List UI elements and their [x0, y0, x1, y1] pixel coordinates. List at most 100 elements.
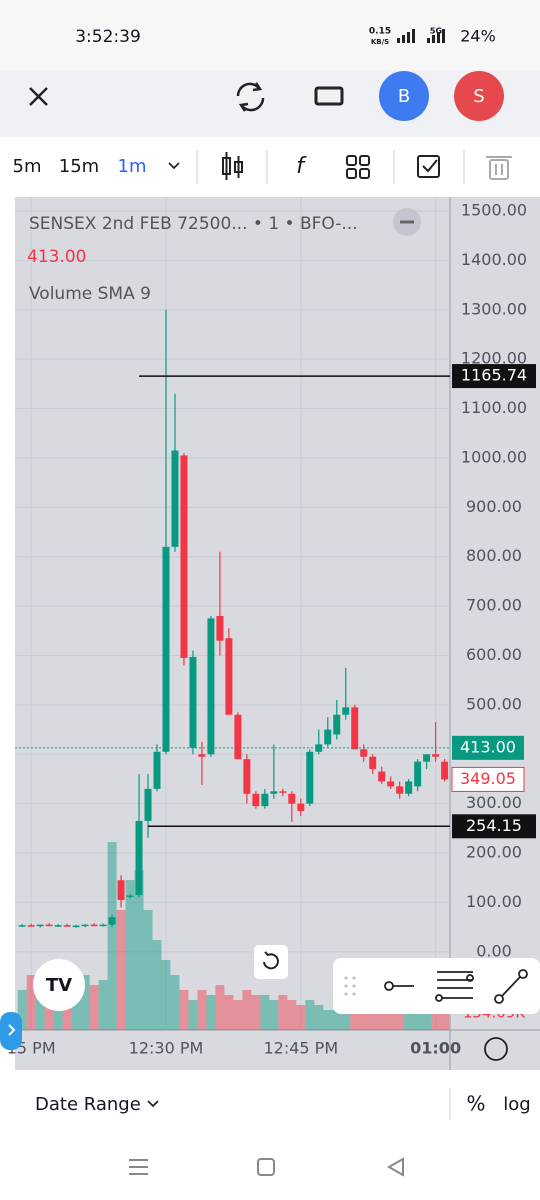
- volume-bar: [89, 985, 99, 1030]
- bid-price-tag: [451, 766, 525, 792]
- price-line-label: 1165.74: [461, 366, 527, 385]
- date-range-dropdown[interactable]: [147, 1100, 159, 1108]
- candle-body: [423, 754, 431, 762]
- interval-5m[interactable]: 5m: [13, 156, 42, 177]
- volume-bar: [395, 1010, 405, 1030]
- candle-body: [414, 761, 422, 787]
- candles: [18, 309, 449, 928]
- x-tick-label: 12:30 PM: [129, 1039, 204, 1058]
- candle-body: [45, 924, 53, 927]
- net-speed-unit: KB/S: [371, 38, 389, 46]
- volume-bar: [251, 995, 261, 1030]
- candle-body: [99, 924, 107, 927]
- y-tick-label: 200.00: [466, 843, 522, 862]
- candle-type-button[interactable]: [222, 152, 243, 180]
- window-button[interactable]: [314, 86, 344, 106]
- volume-bar: [17, 990, 27, 1030]
- candle-body: [108, 917, 116, 925]
- volume-bar: [422, 1012, 432, 1030]
- price-line-tag: [452, 364, 536, 389]
- volume-bar: [341, 1005, 351, 1030]
- fib-tool[interactable]: [435, 971, 474, 1002]
- volume-bar: [278, 995, 288, 1030]
- refresh-button[interactable]: [236, 82, 265, 112]
- checkbox-button[interactable]: [417, 155, 440, 178]
- avatar-b[interactable]: [379, 71, 429, 121]
- volume-bar: [413, 1010, 423, 1030]
- y-tick-label: 500.00: [466, 694, 522, 713]
- candle-body: [306, 751, 314, 804]
- volume-bar: [368, 1010, 378, 1030]
- signal-icon: [397, 29, 415, 43]
- date-range[interactable]: Date Range: [35, 1094, 141, 1115]
- delete-button[interactable]: [486, 156, 512, 180]
- volume-bar: [143, 910, 153, 1030]
- interval-dropdown[interactable]: [168, 162, 180, 170]
- reset-icon: [263, 951, 279, 970]
- avatar-s[interactable]: [454, 71, 504, 121]
- candle-body: [27, 925, 35, 927]
- candle-body: [369, 756, 377, 770]
- candle-body: [18, 925, 26, 927]
- settings-button[interactable]: [484, 1037, 508, 1061]
- volume-bar: [107, 842, 117, 1030]
- volume-bar: [350, 1010, 360, 1030]
- candle-body: [324, 729, 332, 745]
- reset-button[interactable]: [254, 945, 288, 979]
- current-price-label: 413.00: [460, 737, 516, 756]
- candle-body: [153, 751, 161, 789]
- candle-body: [189, 656, 197, 748]
- chart-area: [15, 197, 540, 1070]
- volume-bar: [152, 940, 162, 1030]
- candle-body: [63, 925, 71, 927]
- volume-bar: [125, 880, 135, 1030]
- interval-1m[interactable]: 1m: [118, 156, 147, 177]
- candle-body: [333, 714, 341, 735]
- volume-bar: [197, 990, 207, 1030]
- horizontal-ray-tool[interactable]: [384, 981, 414, 991]
- candle-body: [279, 791, 287, 793]
- volume-bar: [170, 975, 180, 1030]
- volume-bar: [305, 1000, 315, 1030]
- volume-bar: [71, 980, 81, 1030]
- signal-icon-2: [427, 29, 445, 43]
- legend-price: 413.00: [27, 247, 86, 267]
- side-tab[interactable]: [0, 1012, 22, 1050]
- volume-bar: [287, 1000, 297, 1030]
- trend-line-tool[interactable]: [494, 969, 528, 1004]
- clock: 3:52:39: [75, 27, 141, 47]
- candle-body: [162, 546, 170, 752]
- close-button[interactable]: [29, 87, 48, 106]
- volume-bar: [233, 1000, 243, 1030]
- volume-legend: Volume SMA 9: [29, 284, 151, 304]
- volume-bar: [224, 995, 234, 1030]
- toolbar-separators: [196, 150, 465, 184]
- interval-15m[interactable]: 15m: [59, 156, 99, 177]
- volume-bar: [359, 1008, 369, 1030]
- candle-body: [315, 744, 323, 752]
- battery: 24%: [460, 27, 496, 46]
- candle-body: [36, 924, 44, 927]
- log-toggle[interactable]: log: [503, 1094, 530, 1115]
- percent-toggle[interactable]: %: [466, 1092, 485, 1116]
- candle-body: [270, 791, 278, 794]
- price-line-label: 254.15: [466, 816, 522, 835]
- volume-bar: [179, 990, 189, 1030]
- net-speed: 0.15: [369, 27, 391, 37]
- volume-bar: [386, 1012, 396, 1030]
- volume-bar: [296, 1005, 306, 1030]
- volume-bar: [269, 1000, 279, 1030]
- volume-bar: [26, 975, 36, 1030]
- tradingview-logo[interactable]: [33, 959, 85, 1011]
- volume-bar: [134, 870, 144, 1030]
- y-tick-label: 0.00: [476, 941, 512, 960]
- avatar-s-label: S: [473, 86, 484, 107]
- layout-button[interactable]: [346, 155, 370, 179]
- candle-body: [207, 618, 215, 755]
- avatar-b-label: B: [398, 86, 410, 107]
- candle-body: [378, 771, 386, 782]
- candle-body: [90, 924, 98, 927]
- indicators-button[interactable]: f: [296, 154, 307, 179]
- network-type: 5G: [430, 27, 442, 36]
